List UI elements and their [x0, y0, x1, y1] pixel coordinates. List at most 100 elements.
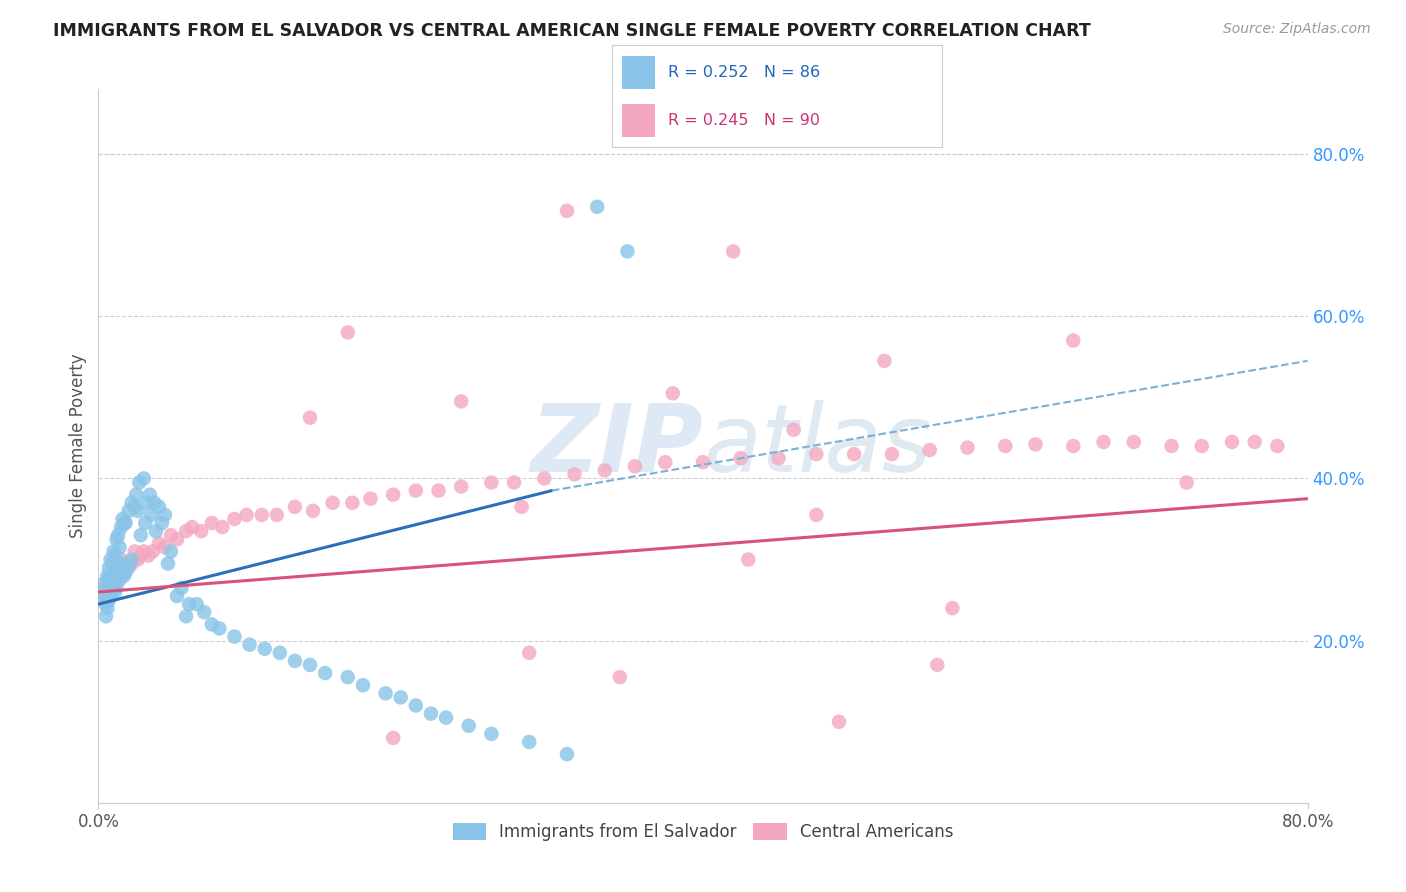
Point: [555, 203, 578, 218]
Point: [269, 646, 291, 660]
Point: [103, 557, 125, 571]
Text: R = 0.252   N = 86: R = 0.252 N = 86: [668, 65, 820, 79]
Point: [103, 581, 125, 595]
Point: [125, 488, 148, 502]
Point: [723, 244, 745, 259]
Point: [145, 524, 167, 538]
Point: [389, 690, 412, 705]
Point: [136, 549, 159, 563]
Point: [510, 500, 533, 514]
Point: [918, 443, 941, 458]
Point: [108, 573, 131, 587]
Point: [100, 568, 122, 582]
Point: [201, 617, 224, 632]
Point: [336, 326, 359, 340]
Point: [91, 577, 114, 591]
Point: [284, 654, 307, 668]
Point: [111, 565, 134, 579]
Point: [105, 573, 128, 587]
Point: [828, 714, 851, 729]
Point: [593, 463, 616, 477]
Point: [150, 516, 173, 530]
Point: [139, 488, 162, 502]
Point: [1062, 334, 1084, 348]
Bar: [621, 56, 655, 88]
Point: [174, 524, 197, 538]
Point: [181, 520, 204, 534]
Point: [224, 630, 246, 644]
Point: [94, 609, 117, 624]
Point: [100, 589, 122, 603]
Point: [806, 508, 828, 522]
Point: [121, 496, 143, 510]
Point: [121, 557, 143, 571]
Point: [873, 354, 896, 368]
Point: [160, 544, 183, 558]
Point: [737, 552, 759, 566]
Point: [956, 441, 979, 455]
Point: [141, 508, 163, 522]
Point: [844, 447, 866, 461]
Y-axis label: Single Female Poverty: Single Female Poverty: [69, 354, 87, 538]
Point: [105, 533, 128, 547]
Point: [127, 552, 149, 566]
Point: [405, 698, 427, 713]
Point: [96, 573, 118, 587]
Point: [132, 544, 155, 558]
Point: [108, 568, 131, 582]
Point: [420, 706, 443, 721]
Point: [124, 544, 146, 558]
Point: [193, 605, 215, 619]
Point: [880, 447, 903, 461]
Point: [211, 520, 233, 534]
Point: [352, 678, 374, 692]
Point: [1267, 439, 1289, 453]
Point: [1175, 475, 1198, 490]
Point: [101, 585, 124, 599]
Point: [160, 528, 183, 542]
Text: IMMIGRANTS FROM EL SALVADOR VS CENTRAL AMERICAN SINGLE FEMALE POVERTY CORRELATIO: IMMIGRANTS FROM EL SALVADOR VS CENTRAL A…: [53, 22, 1091, 40]
Point: [105, 581, 128, 595]
Point: [114, 565, 136, 579]
Point: [302, 504, 325, 518]
Point: [1220, 434, 1243, 449]
Point: [360, 491, 382, 506]
Point: [101, 573, 124, 587]
Point: [342, 496, 364, 510]
Point: [127, 504, 149, 518]
Point: [174, 609, 197, 624]
Point: [1243, 434, 1265, 449]
Bar: [621, 104, 655, 137]
Point: [450, 394, 472, 409]
Point: [235, 508, 257, 522]
Point: [1122, 434, 1144, 449]
Point: [166, 533, 188, 547]
Point: [336, 670, 359, 684]
Point: [135, 496, 157, 510]
Point: [208, 622, 231, 636]
Point: [96, 585, 118, 599]
Point: [555, 747, 578, 761]
Point: [624, 459, 647, 474]
Point: [124, 500, 146, 514]
Point: [104, 568, 127, 582]
Point: [654, 455, 676, 469]
Point: [142, 544, 165, 558]
Point: [114, 565, 136, 579]
Text: atlas: atlas: [703, 401, 931, 491]
Point: [434, 711, 457, 725]
Point: [132, 471, 155, 485]
Point: [382, 488, 405, 502]
Point: [103, 544, 125, 558]
Point: [250, 508, 273, 522]
Point: [616, 244, 638, 259]
Point: [98, 593, 121, 607]
Point: [314, 666, 336, 681]
Point: [239, 638, 262, 652]
Point: [104, 549, 127, 563]
Point: [98, 581, 121, 595]
Point: [661, 386, 683, 401]
Point: [93, 593, 115, 607]
Point: [284, 500, 307, 514]
Point: [224, 512, 246, 526]
